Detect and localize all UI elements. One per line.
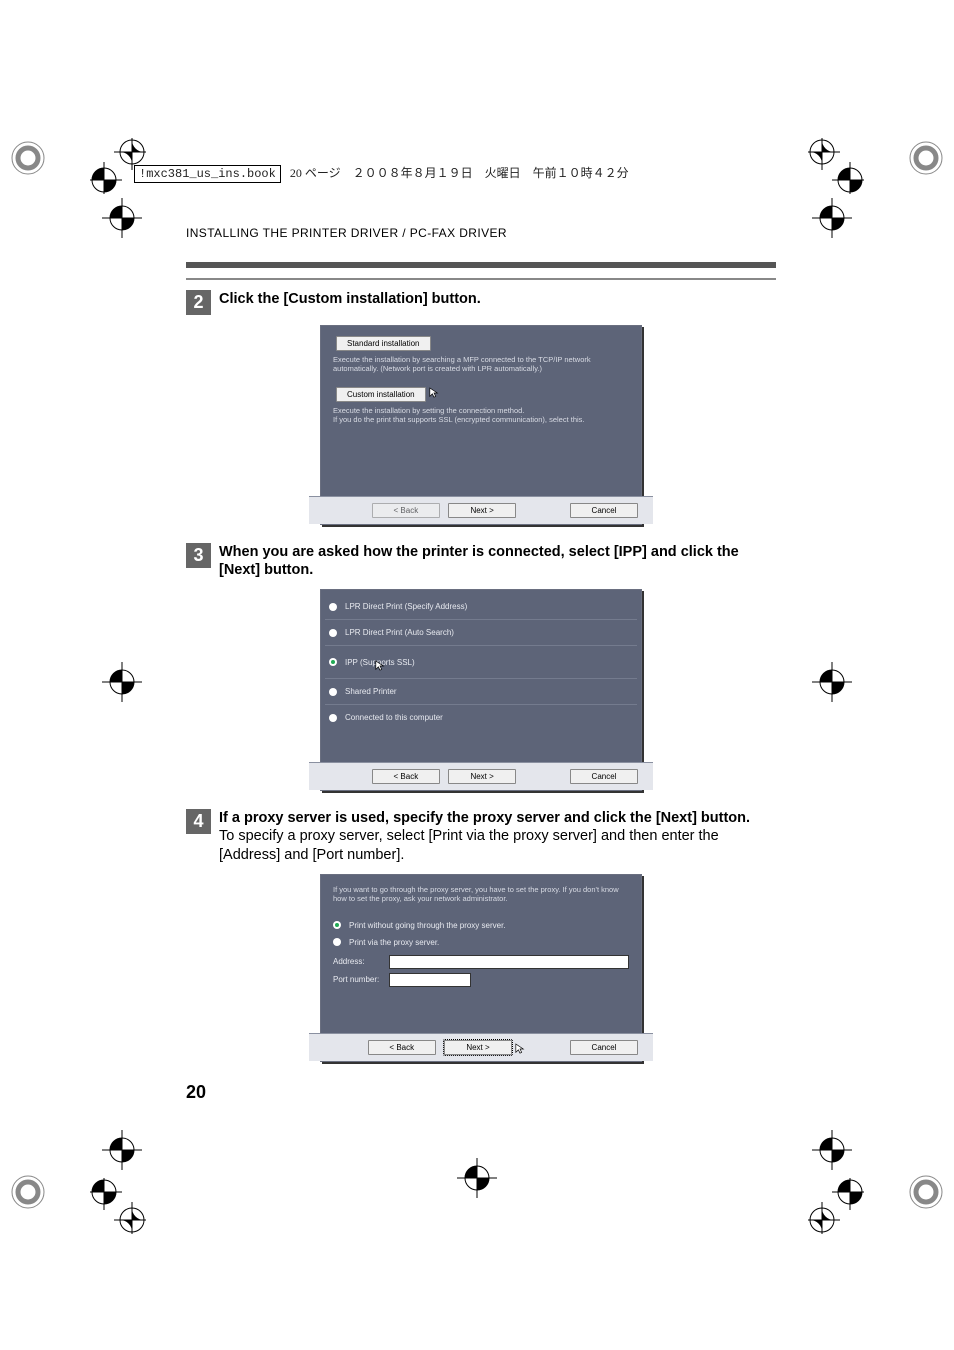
proxy-intro: If you want to go through the proxy serv… — [333, 885, 629, 903]
corner-mark-icon — [808, 138, 864, 194]
registration-mark-icon — [6, 136, 50, 180]
screenshot-3: If you want to go through the proxy serv… — [320, 874, 642, 1062]
radio-label: LPR Direct Print (Auto Search) — [345, 628, 454, 637]
step-2-headline: Click the [Custom installation] button. — [219, 291, 481, 307]
cancel-button[interactable]: Cancel — [570, 1040, 638, 1055]
back-button[interactable]: < Back — [372, 503, 440, 518]
crosshair-mark-icon — [100, 1128, 144, 1172]
next-button[interactable]: Next > — [448, 503, 516, 518]
step-number: 2 — [186, 290, 211, 315]
radio-icon — [329, 688, 337, 696]
address-label: Address: — [333, 957, 389, 966]
radio-lpr-auto[interactable]: LPR Direct Print (Auto Search) — [325, 619, 637, 645]
registration-mark-icon — [6, 1170, 50, 1214]
step-number: 4 — [186, 809, 211, 834]
step-2: 2 Click the [Custom installation] button… — [186, 290, 776, 315]
standard-installation-button[interactable]: Standard installation — [336, 336, 431, 351]
registration-mark-icon — [904, 1170, 948, 1214]
radio-icon — [329, 629, 337, 637]
radio-no-proxy[interactable]: Print without going through the proxy se… — [333, 917, 629, 934]
port-label: Port number: — [333, 975, 389, 984]
thin-rule — [186, 278, 776, 280]
screenshot-1: Standard installation Execute the instal… — [320, 325, 642, 525]
radio-connected[interactable]: Connected to this computer — [325, 704, 637, 730]
step-3: 3 When you are asked how the printer is … — [186, 543, 776, 579]
port-row: Port number: — [333, 973, 629, 987]
heavy-rule — [186, 262, 776, 268]
radio-icon — [329, 658, 337, 666]
radio-ipp[interactable]: IPP (Supports SSL) — [325, 645, 637, 678]
step-4-headline: If a proxy server is used, specify the p… — [219, 810, 750, 826]
next-button[interactable]: Next > — [448, 769, 516, 784]
page-content: INSTALLING THE PRINTER DRIVER / PC-FAX D… — [186, 226, 776, 1080]
radio-label: Print without going through the proxy se… — [349, 921, 506, 930]
cursor-icon — [375, 660, 383, 670]
next-button[interactable]: Next > — [444, 1040, 512, 1055]
filename-box: !mxc381_us_ins.book — [134, 165, 281, 183]
step-3-headline: When you are asked how the printer is co… — [219, 544, 739, 578]
crosshair-mark-icon — [810, 1128, 854, 1172]
radio-icon — [333, 921, 341, 929]
screenshot-2: LPR Direct Print (Specify Address) LPR D… — [320, 589, 642, 791]
radio-label: LPR Direct Print (Specify Address) — [345, 602, 467, 611]
crosshair-mark-icon — [810, 196, 854, 240]
crosshair-mark-icon — [810, 660, 854, 704]
corner-mark-icon — [808, 1178, 864, 1234]
radio-label: Print via the proxy server. — [349, 938, 439, 947]
back-button[interactable]: < Back — [368, 1040, 436, 1055]
chapter-title: INSTALLING THE PRINTER DRIVER / PC-FAX D… — [186, 226, 776, 240]
radio-icon — [333, 938, 341, 946]
step-number: 3 — [186, 543, 211, 568]
step-4-body: To specify a proxy server, select [Print… — [219, 828, 719, 862]
back-button[interactable]: < Back — [372, 769, 440, 784]
file-meta-bar: !mxc381_us_ins.book 20 ページ ２００８年８月１９日 火曜… — [134, 164, 629, 183]
corner-mark-icon — [90, 1178, 146, 1234]
radio-icon — [329, 714, 337, 722]
cursor-icon — [515, 1043, 523, 1053]
radio-label: Connected to this computer — [345, 713, 443, 722]
custom-installation-button[interactable]: Custom installation — [336, 387, 426, 402]
custom-installation-caption: Execute the installation by setting the … — [333, 406, 629, 424]
crosshair-mark-icon — [100, 196, 144, 240]
address-input[interactable] — [389, 955, 629, 969]
cancel-button[interactable]: Cancel — [570, 769, 638, 784]
registration-mark-icon — [904, 136, 948, 180]
radio-shared[interactable]: Shared Printer — [325, 678, 637, 704]
port-input[interactable] — [389, 973, 471, 987]
crosshair-mark-icon — [455, 1156, 499, 1200]
step-4: 4 If a proxy server is used, specify the… — [186, 809, 776, 863]
radio-lpr-specify[interactable]: LPR Direct Print (Specify Address) — [325, 594, 637, 619]
page-number: 20 — [186, 1082, 206, 1103]
radio-icon — [329, 603, 337, 611]
standard-installation-caption: Execute the installation by searching a … — [333, 355, 629, 373]
file-meta-text: 20 ページ ２００８年８月１９日 火曜日 午前１０時４２分 — [290, 166, 629, 180]
radio-label: Shared Printer — [345, 687, 397, 696]
address-row: Address: — [333, 955, 629, 969]
cursor-icon — [429, 387, 437, 397]
radio-via-proxy[interactable]: Print via the proxy server. — [333, 934, 629, 951]
cancel-button[interactable]: Cancel — [570, 503, 638, 518]
crosshair-mark-icon — [100, 660, 144, 704]
